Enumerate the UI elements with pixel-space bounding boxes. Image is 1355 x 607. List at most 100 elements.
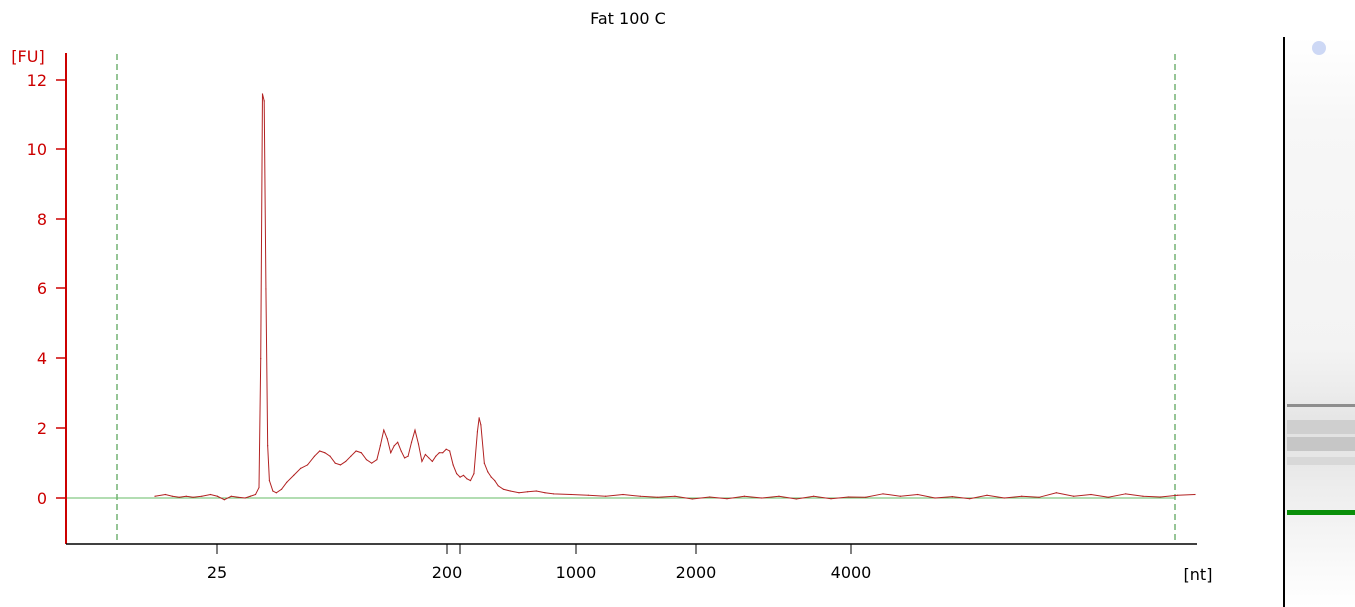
trace-point-49 bbox=[404, 457, 406, 459]
trace-point-66 bbox=[462, 474, 465, 476]
trace-point-75 bbox=[490, 476, 492, 478]
trace-point-48 bbox=[400, 450, 402, 452]
y-tick-label-8: 8 bbox=[37, 210, 47, 229]
trace-point-8 bbox=[216, 495, 218, 497]
trace-point-114 bbox=[1073, 495, 1075, 497]
trace-point-36 bbox=[350, 455, 352, 457]
trace-point-77 bbox=[497, 485, 499, 487]
trace-point-20 bbox=[267, 445, 269, 447]
trace-point-63 bbox=[452, 464, 454, 466]
trace-point-97 bbox=[778, 495, 780, 497]
gel-lane-image bbox=[1283, 37, 1355, 607]
trace-point-120 bbox=[1177, 494, 1179, 496]
trace-point-100 bbox=[830, 498, 832, 500]
trace-point-46 bbox=[393, 445, 395, 447]
trace-point-9 bbox=[223, 499, 225, 501]
trace-point-41 bbox=[376, 459, 378, 461]
trace-point-12 bbox=[244, 497, 246, 499]
trace-point-23 bbox=[275, 492, 277, 494]
trace-point-96 bbox=[761, 497, 763, 499]
trace-point-109 bbox=[986, 494, 988, 496]
trace-point-2 bbox=[171, 495, 173, 497]
trace-point-105 bbox=[917, 493, 919, 496]
y-axis-ticks: 0 2 4 6 8 10 12 bbox=[27, 71, 66, 508]
trace-point-76 bbox=[494, 479, 496, 482]
trace-point-68 bbox=[469, 479, 472, 482]
trace-point-53 bbox=[417, 443, 420, 445]
trace-point-121 bbox=[1194, 493, 1196, 496]
trace-point-11 bbox=[237, 496, 239, 498]
trace-point-86 bbox=[587, 494, 589, 496]
x-axis-label: [nt] bbox=[1184, 565, 1213, 584]
trace-point-73 bbox=[483, 462, 485, 464]
x-axis-ticks: 25 200 1000 2000 4000 bbox=[207, 544, 872, 582]
trace-point-39 bbox=[365, 459, 368, 461]
trace-point-108 bbox=[969, 498, 971, 500]
trace-point-80 bbox=[518, 492, 520, 494]
trace-point-104 bbox=[899, 495, 901, 497]
trace-point-7 bbox=[209, 493, 212, 496]
trace-point-50 bbox=[407, 455, 409, 457]
gel-well-dot bbox=[1312, 41, 1326, 55]
trace-point-44 bbox=[386, 438, 388, 440]
trace-point-18 bbox=[263, 100, 265, 102]
trace-point-93 bbox=[709, 496, 711, 498]
trace-point-26 bbox=[293, 474, 295, 476]
trace-point-70 bbox=[476, 431, 478, 433]
trace-point-10 bbox=[230, 495, 232, 497]
trace-point-98 bbox=[795, 498, 797, 500]
trace-point-118 bbox=[1142, 495, 1144, 497]
trace-point-71 bbox=[478, 417, 480, 419]
trace-point-106 bbox=[934, 497, 936, 499]
x-tick-label-1000: 1000 bbox=[556, 563, 597, 582]
y-tick-label-2: 2 bbox=[37, 419, 47, 438]
trace-point-111 bbox=[1021, 495, 1023, 497]
trace-point-79 bbox=[509, 490, 511, 492]
trace-point-40 bbox=[371, 462, 373, 464]
trace-point-85 bbox=[570, 493, 572, 496]
trace-point-29 bbox=[313, 455, 316, 457]
gel-band-smear-2 bbox=[1287, 437, 1355, 451]
trace-point-13 bbox=[249, 495, 251, 497]
trace-point-72 bbox=[480, 424, 482, 426]
trace-point-101 bbox=[847, 496, 849, 498]
y-axis-label: [FU] bbox=[11, 47, 44, 66]
trace-point-19 bbox=[265, 288, 267, 290]
trace-point-81 bbox=[527, 491, 529, 493]
trace-point-65 bbox=[459, 476, 461, 478]
trace-point-14 bbox=[254, 493, 257, 496]
x-tick-label-2000: 2000 bbox=[676, 563, 717, 582]
trace-point-21 bbox=[268, 479, 270, 482]
trace-point-62 bbox=[449, 450, 451, 452]
trace-point-67 bbox=[466, 478, 468, 480]
trace-point-42 bbox=[379, 445, 381, 447]
trace-point-3 bbox=[178, 496, 180, 498]
trace-point-117 bbox=[1125, 493, 1127, 495]
trace-point-110 bbox=[1003, 497, 1005, 499]
gel-band-upper bbox=[1287, 404, 1355, 407]
x-tick-label-200: 200 bbox=[432, 563, 463, 582]
trace-point-54 bbox=[421, 460, 423, 463]
trace-point-60 bbox=[442, 452, 444, 454]
series-layer bbox=[154, 93, 1196, 501]
trace-point-32 bbox=[329, 455, 331, 457]
trace-point-82 bbox=[535, 490, 537, 492]
trace-point-31 bbox=[324, 452, 326, 454]
trace-point-37 bbox=[355, 450, 357, 452]
trace-point-119 bbox=[1159, 496, 1161, 498]
trace-point-90 bbox=[657, 496, 659, 498]
x-tick-label-4000: 4000 bbox=[831, 563, 872, 582]
trace-point-16 bbox=[260, 358, 262, 360]
trace-point-56 bbox=[428, 457, 430, 459]
trace-point-38 bbox=[360, 452, 362, 454]
x-tick-label-25: 25 bbox=[207, 563, 227, 582]
y-tick-label-10: 10 bbox=[27, 140, 47, 159]
trace-point-83 bbox=[544, 492, 546, 494]
trace-point-103 bbox=[882, 493, 884, 495]
trace-point-55 bbox=[424, 453, 426, 456]
trace-point-92 bbox=[691, 498, 693, 500]
fluorescence-trace-line bbox=[154, 93, 1196, 501]
trace-point-47 bbox=[397, 441, 399, 443]
y-tick-label-0: 0 bbox=[37, 489, 47, 508]
